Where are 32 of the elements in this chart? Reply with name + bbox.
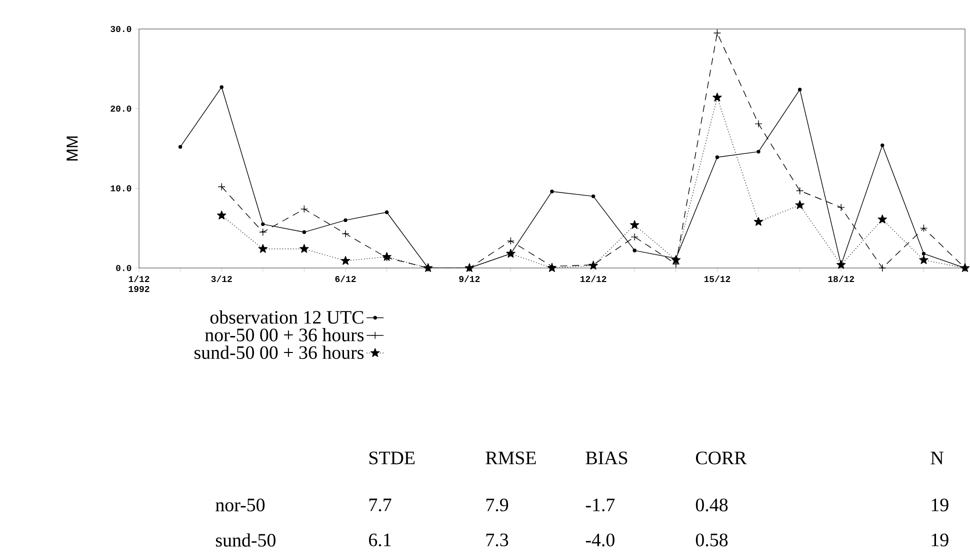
text: 0.58 xyxy=(696,534,728,546)
legend-label: observation 12 UTC xyxy=(210,310,364,324)
text: 7.9 xyxy=(486,498,508,512)
text: 0.48 xyxy=(696,498,728,512)
text: 19 xyxy=(932,498,948,512)
y-tick-label: 20.0 xyxy=(110,106,132,112)
x-tick-label: 12/12 xyxy=(580,276,606,282)
text: 19 xyxy=(932,534,948,546)
text: sund-50 xyxy=(216,533,276,547)
y-tick-label: 30.0 xyxy=(110,26,132,32)
y-tick-label: 0.0 xyxy=(116,264,132,272)
x-tick-label: 18/12 xyxy=(828,276,854,282)
legend-label: nor-50 00 + 36 hours xyxy=(205,328,364,342)
legend-label: sund-50 00 + 36 hours xyxy=(194,346,364,359)
text: STDE xyxy=(369,452,415,464)
text: RMSE xyxy=(486,452,536,464)
x-tick-label: 6/12 xyxy=(335,276,356,282)
text: nor-50 xyxy=(216,498,265,512)
text: 7.3 xyxy=(486,534,508,546)
y-axis-title: MM xyxy=(66,136,78,160)
text: BIAS xyxy=(586,452,628,464)
text: N xyxy=(930,452,944,464)
text: -4.0 xyxy=(586,534,614,546)
text: -1.7 xyxy=(586,498,615,512)
x-tick-label: 3/12 xyxy=(211,276,232,282)
text: CORR xyxy=(696,452,747,464)
y-tick-label: 10.0 xyxy=(110,185,132,192)
text: 7.7 xyxy=(369,498,392,512)
x-tick-label: 15/12 xyxy=(704,276,730,282)
x-tick-label: 9/12 xyxy=(459,276,480,282)
x-tick-label: 1/12 1992 xyxy=(128,276,150,292)
text: 6.1 xyxy=(369,534,391,546)
